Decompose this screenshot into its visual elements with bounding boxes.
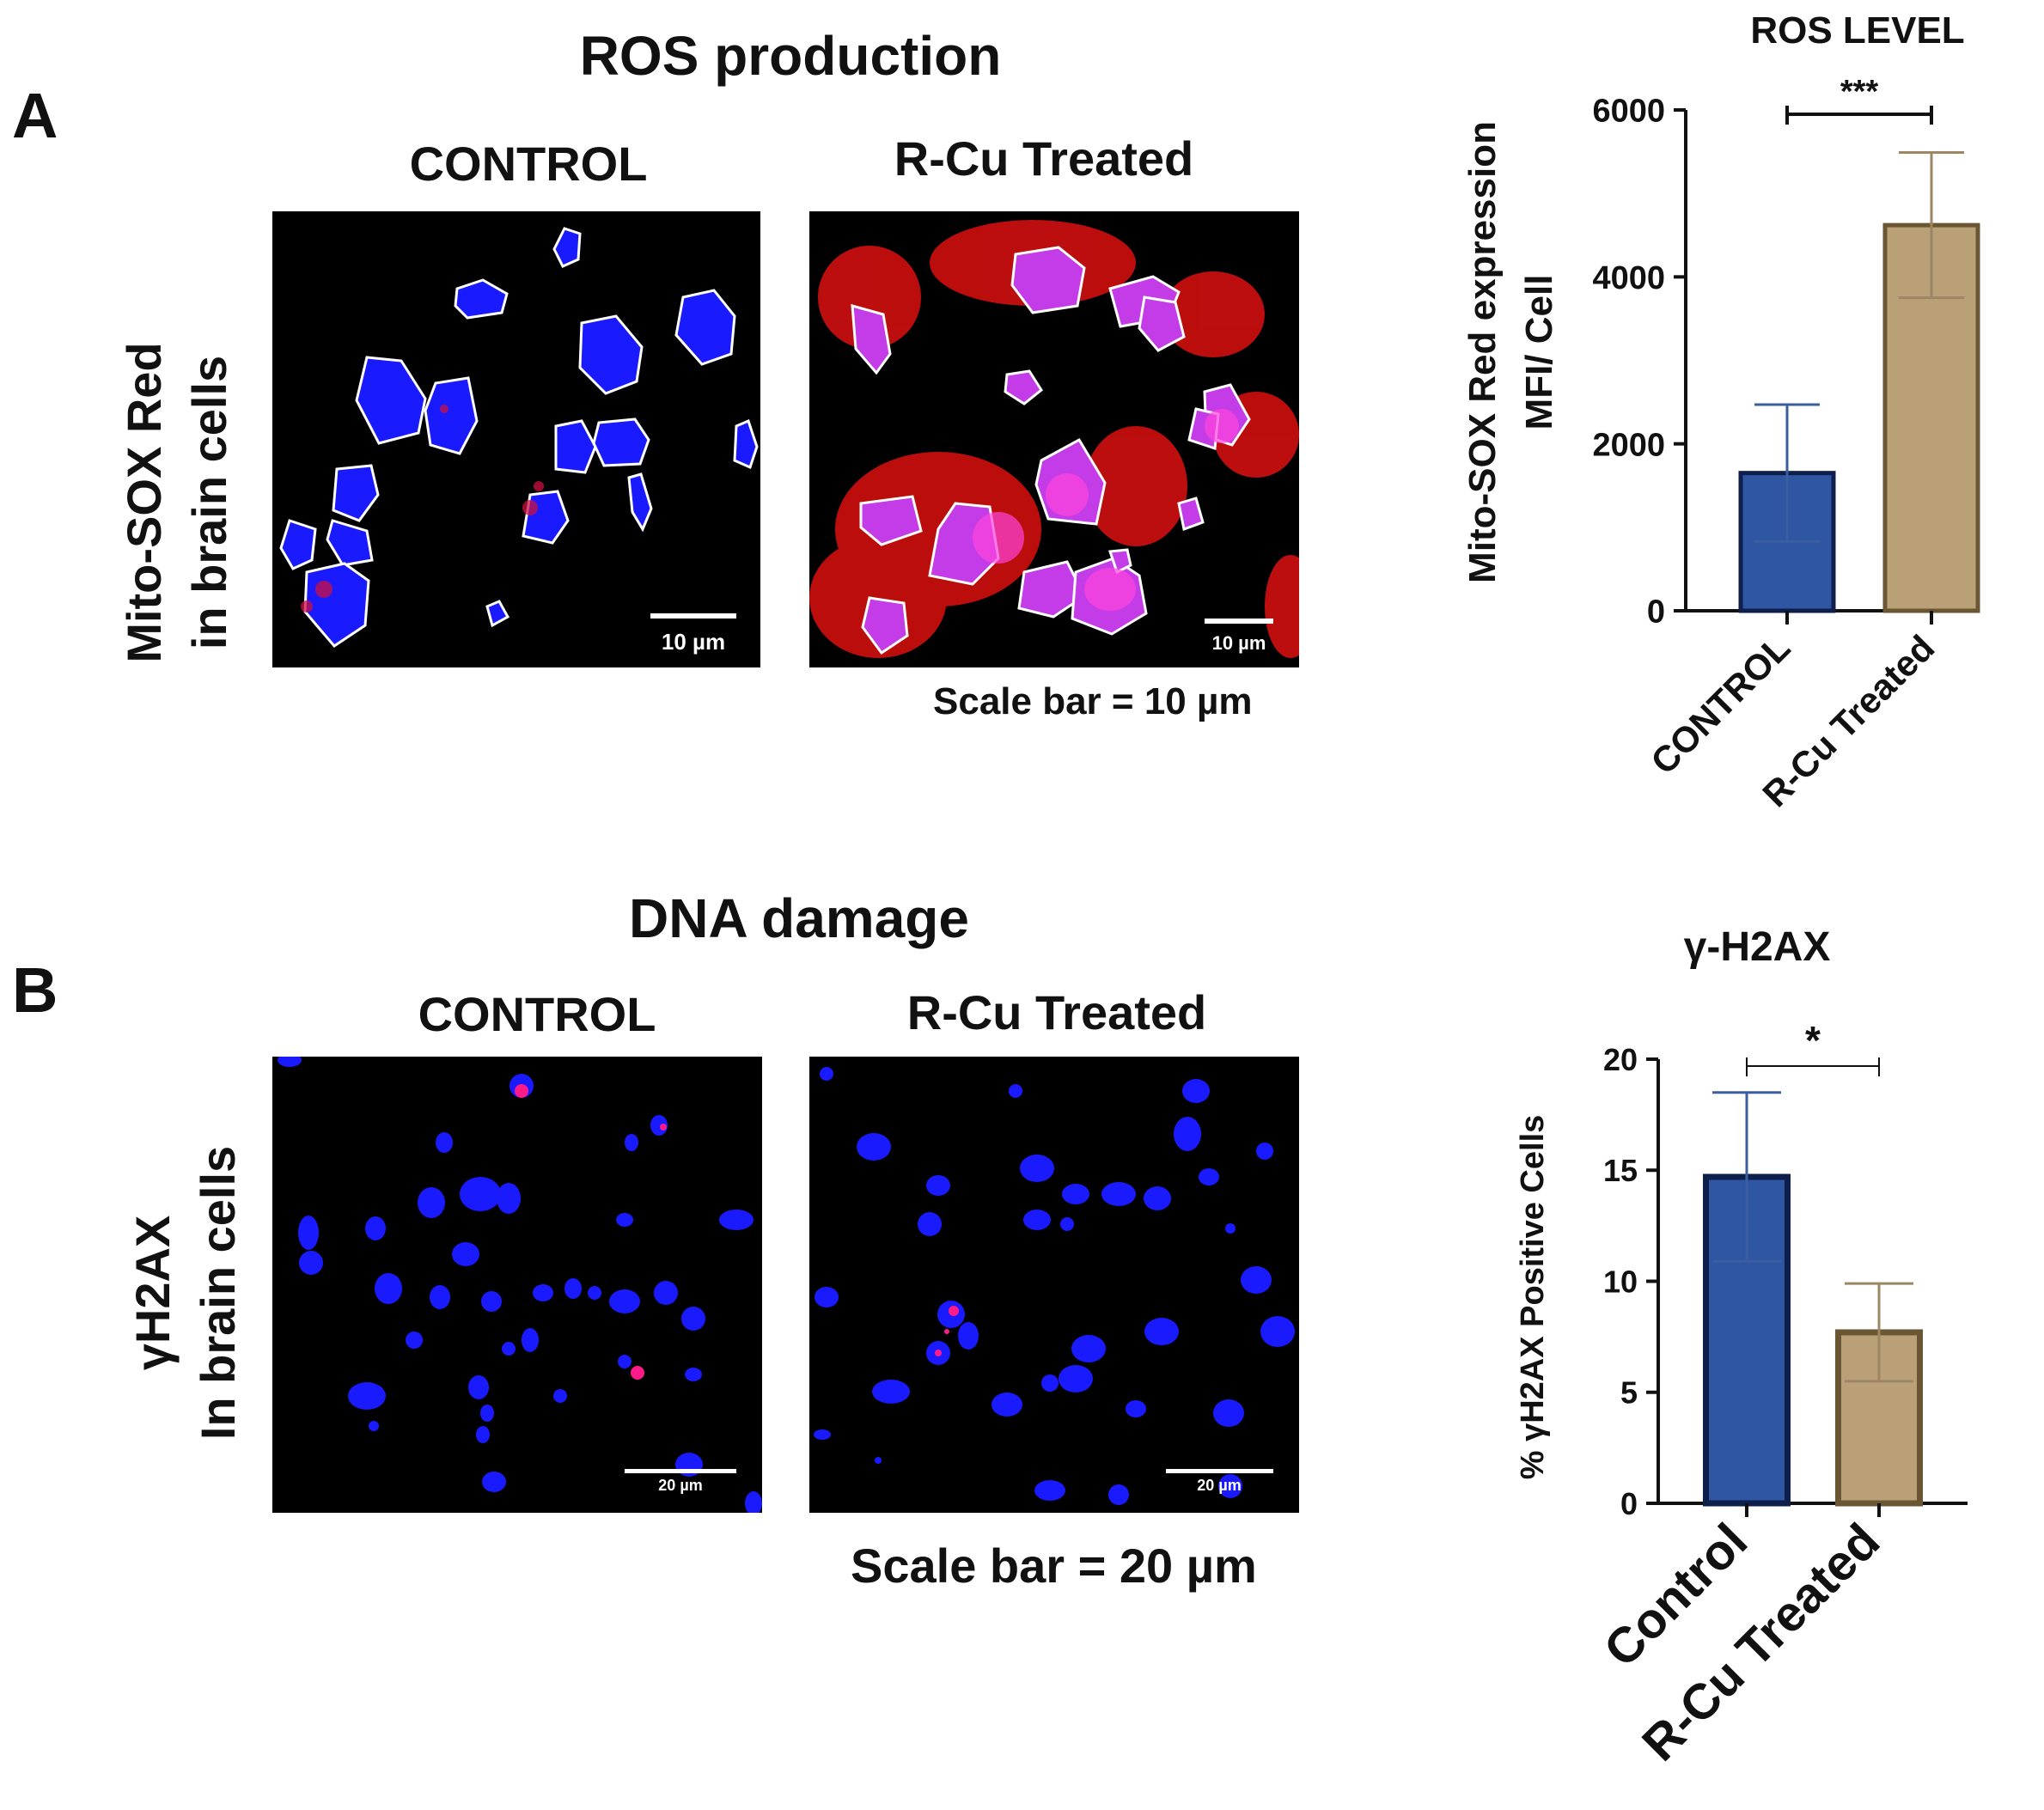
panel-b-scale-note: Scale bar = 20 µm — [851, 1539, 1257, 1593]
y-tick-label: 20 — [1603, 1042, 1638, 1077]
y-axis-label: MFI/ Cell — [1518, 275, 1560, 430]
mitosox-control-image: 10 µm — [272, 211, 760, 667]
panel-a-scale-note: Scale bar = 10 µm — [933, 680, 1253, 722]
chart-title: γ-H2AX — [1684, 924, 1831, 970]
mitosox-control-scalebar-label: 10 µm — [662, 629, 725, 655]
h2ax-control-scalebar-label: 20 µm — [658, 1477, 702, 1494]
panel-b-treated-heading: R-Cu Treated — [906, 985, 1207, 1039]
h2ax-control-image: 20 µm — [272, 1057, 762, 1513]
h2ax-treated-image: 20 µm — [809, 1057, 1299, 1513]
mitosox-treated-image: 10 µm — [809, 211, 1299, 667]
y-axis-label: Mito-SOX Red expression — [1461, 121, 1504, 583]
y-tick-label: 10 — [1603, 1264, 1638, 1299]
panel-b-title: DNA damage — [629, 887, 969, 949]
y-tick-label: 0 — [1647, 594, 1665, 631]
panel-b-control-heading: CONTROL — [418, 987, 656, 1041]
x-category-label: R-Cu Treated — [1632, 1513, 1890, 1771]
panel-b-row-label-line1: γH2AX — [125, 1215, 180, 1371]
panel-a-treated-heading: R-Cu Treated — [894, 131, 1194, 186]
panel-a-row-label-line1: Mito-SOX Red — [117, 342, 171, 663]
panel-a-letter: A — [12, 80, 58, 151]
significance-label: * — [1805, 1018, 1821, 1063]
y-tick-label: 0 — [1620, 1486, 1638, 1521]
panel-b-row-label-line2: In brain cells — [191, 1145, 245, 1441]
y-tick-label: 15 — [1603, 1153, 1638, 1188]
mitosox-treated-scalebar-label: 10 µm — [1212, 632, 1266, 654]
h2ax-treated-scalebar-label: 20 µm — [1197, 1477, 1241, 1494]
panel-a-control-heading: CONTROL — [409, 137, 648, 191]
h2ax-chart: γ-H2AX 0 5 10 15 20% γH2AX Positive Cells Cont… — [1461, 919, 2044, 1806]
x-category-label: CONTROL — [1643, 627, 1797, 782]
y-tick-label: 4000 — [1592, 260, 1665, 296]
y-tick-label: 6000 — [1592, 94, 1665, 130]
ros-level-chart: ROS LEVEL 0 2000 4000 6000 Mito-SOX Red expre… — [1461, 0, 2044, 859]
panel-a-title: ROS production — [579, 25, 1002, 87]
significance-label: *** — [1840, 74, 1879, 110]
panel-b-letter: B — [12, 954, 58, 1026]
chart-title: ROS LEVEL — [1750, 9, 1964, 52]
y-axis-label: % γH2AX Positive Cells — [1515, 1115, 1551, 1480]
y-tick-label: 2000 — [1592, 427, 1665, 463]
panel-a-row-label-line2: in brain cells — [182, 355, 236, 650]
y-tick-label: 5 — [1620, 1375, 1638, 1411]
